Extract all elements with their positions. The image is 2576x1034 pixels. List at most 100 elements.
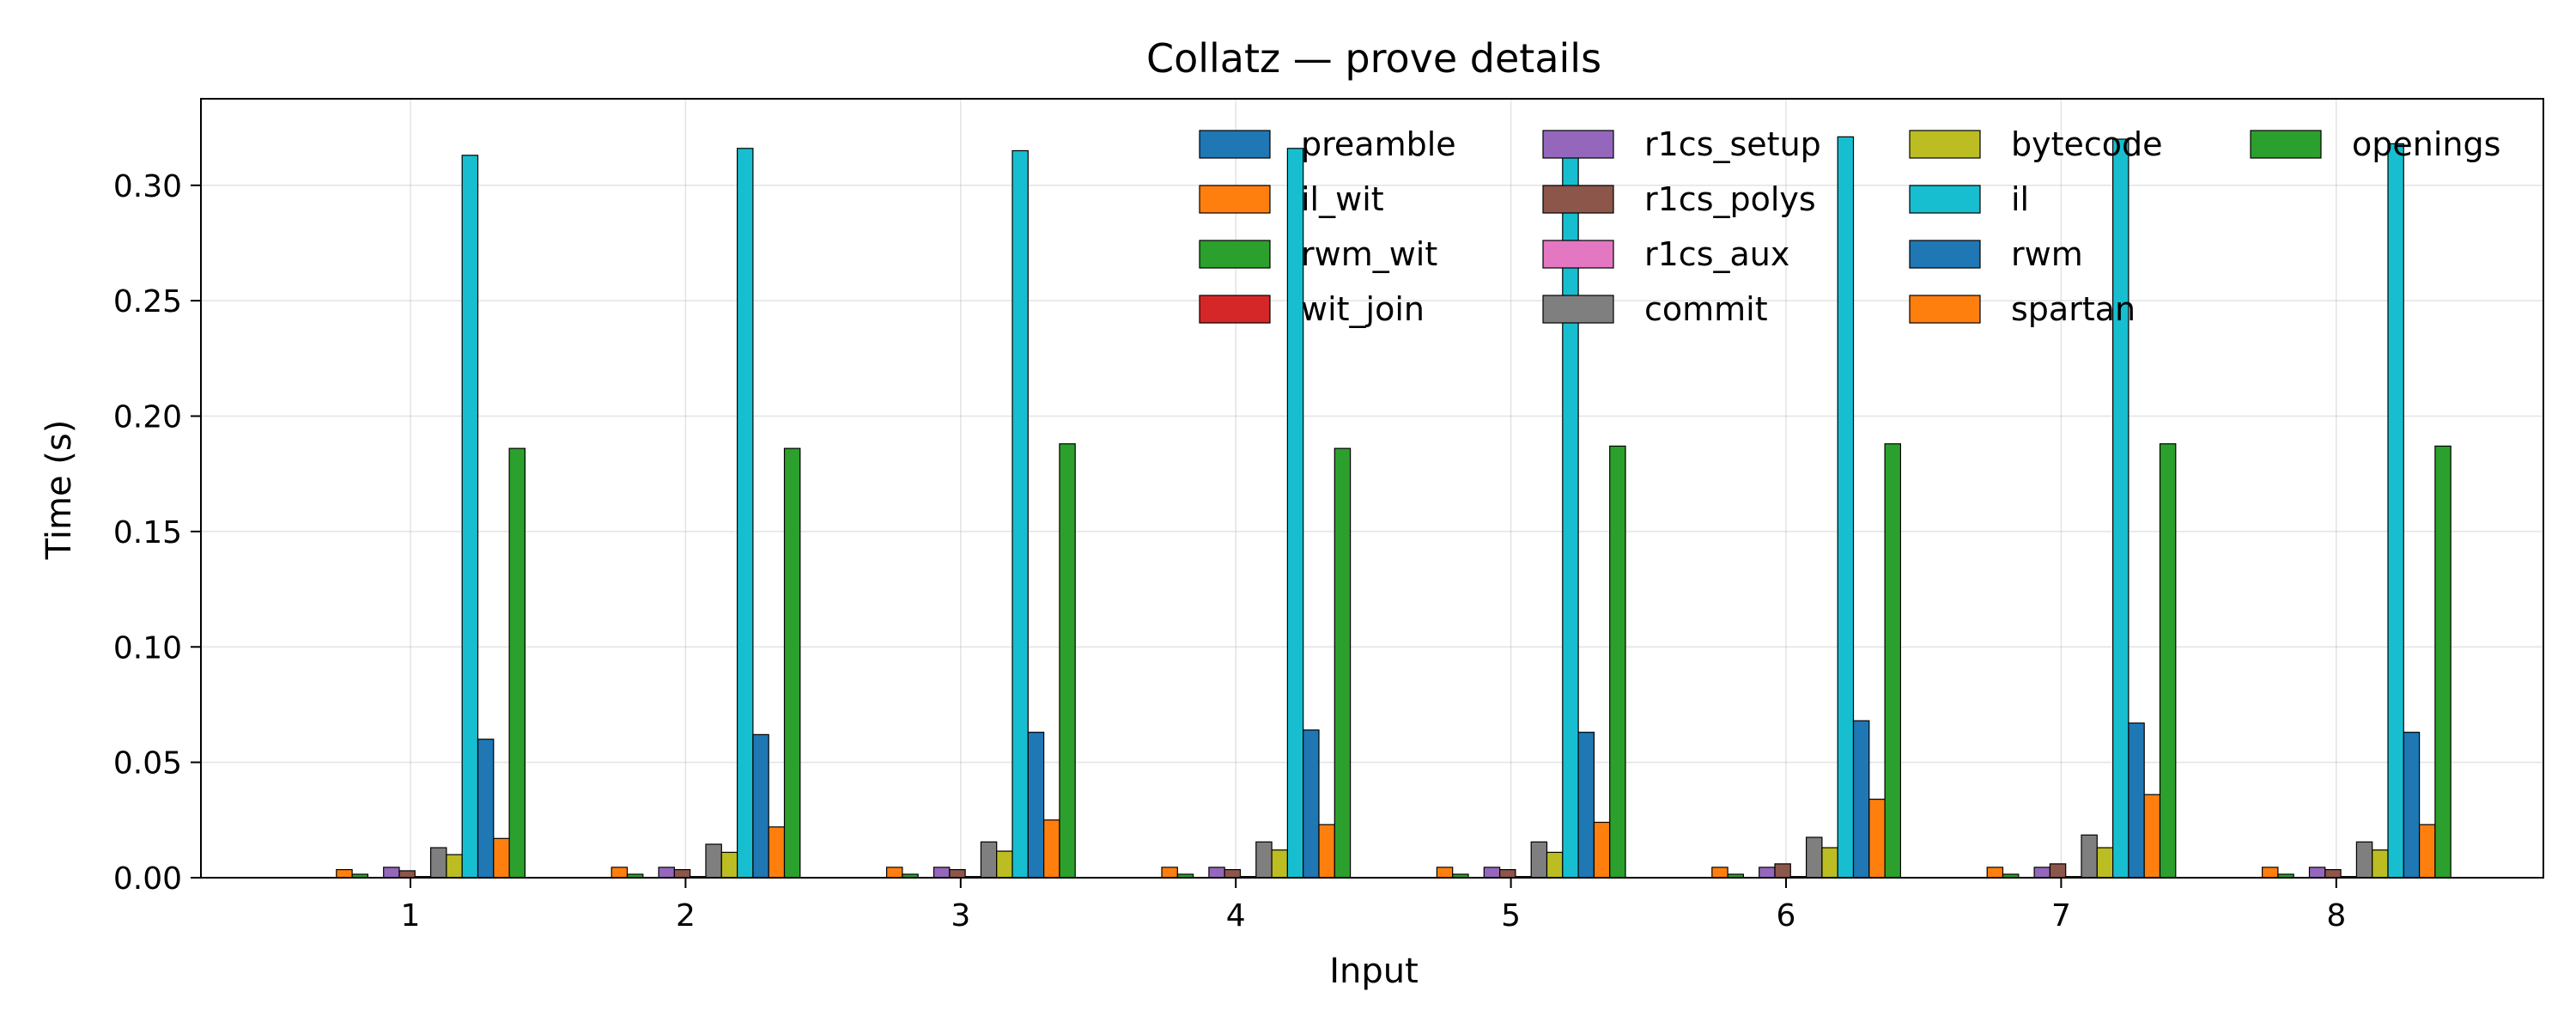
- bar-openings-6: [1884, 443, 1902, 879]
- bar-spartan-1: [493, 837, 510, 879]
- legend-swatch-r1cs_setup: [1542, 130, 1614, 159]
- legend-label-il_wit: il_wit: [1301, 180, 1384, 218]
- bar-rwm-8: [2403, 732, 2421, 879]
- bar-rwm-3: [1027, 732, 1045, 879]
- bar-il_wit-5: [1436, 867, 1454, 879]
- y-tick-label: 0.25: [113, 284, 182, 319]
- x-tick-label: 3: [951, 898, 970, 934]
- bar-bytecode-7: [2096, 847, 2114, 879]
- bar-rwm-4: [1303, 729, 1320, 879]
- legend-swatch-preamble: [1199, 130, 1271, 159]
- x-tick-label: 8: [2326, 898, 2346, 934]
- bar-r1cs_setup-1: [383, 867, 400, 879]
- bar-bytecode-1: [446, 854, 463, 879]
- legend-swatch-il: [1909, 185, 1981, 214]
- bar-bytecode-6: [1821, 847, 1838, 879]
- plot-frame: [200, 98, 2544, 879]
- y-tick-label: 0.10: [113, 630, 182, 666]
- legend-label-rwm_wit: rwm_wit: [1301, 235, 1437, 273]
- bar-r1cs_polys-5: [1498, 868, 1516, 879]
- bar-il-6: [1837, 136, 1855, 879]
- bar-bytecode-8: [2372, 849, 2389, 879]
- bar-rwm-6: [1852, 720, 1870, 879]
- bar-il_wit-1: [336, 868, 353, 879]
- legend: preamble il_wit rwm_wit wit_join r1cs_setupr…: [1199, 125, 2500, 328]
- bar-r1cs_setup-3: [933, 867, 951, 879]
- bar-commit-6: [1806, 836, 1823, 879]
- legend-label-r1cs_aux: r1cs_aux: [1644, 235, 1789, 273]
- x-tick-label: 7: [2051, 898, 2071, 934]
- legend-swatch-r1cs_aux: [1542, 240, 1614, 269]
- bar-rwm-1: [477, 739, 495, 879]
- bar-r1cs_setup-5: [1483, 867, 1501, 879]
- bar-commit-4: [1255, 841, 1273, 879]
- bar-spartan-8: [2419, 824, 2436, 879]
- bar-il_wit-4: [1161, 867, 1178, 879]
- bar-openings-1: [508, 447, 526, 879]
- legend-label-bytecode: bytecode: [2011, 125, 2163, 163]
- bar-commit-3: [980, 841, 998, 879]
- bars: [336, 136, 2451, 879]
- x-tick-label: 5: [1501, 898, 1521, 934]
- bar-il_wit-8: [2262, 867, 2279, 879]
- bar-il-8: [2387, 143, 2404, 879]
- legend-label-rwm: rwm: [2011, 235, 2083, 273]
- x-tick-label: 4: [1226, 898, 1246, 934]
- bar-bytecode-3: [996, 850, 1013, 879]
- bar-r1cs_setup-2: [658, 867, 675, 879]
- bar-il_wit-3: [885, 867, 903, 879]
- bar-commit-1: [430, 847, 447, 879]
- legend-swatch-rwm_wit: [1199, 240, 1271, 269]
- bar-r1cs_polys-2: [673, 868, 691, 879]
- bar-r1cs_setup-4: [1208, 867, 1225, 879]
- x-tick-label: 6: [1777, 898, 1796, 934]
- legend-swatch-commit: [1542, 295, 1614, 324]
- y-axis-label: Time (s): [39, 420, 79, 561]
- bar-r1cs_polys-8: [2324, 868, 2342, 879]
- bar-openings-7: [2159, 443, 2177, 879]
- legend-swatch-rwm: [1909, 240, 1981, 269]
- legend-swatch-bytecode: [1909, 130, 1981, 159]
- bar-openings-3: [1059, 443, 1076, 879]
- bar-bytecode-2: [720, 851, 738, 879]
- bar-r1cs_polys-3: [949, 868, 966, 879]
- bar-il_wit-6: [1711, 867, 1728, 879]
- legend-swatch-spartan: [1909, 295, 1981, 324]
- bar-r1cs_setup-8: [2308, 867, 2326, 879]
- bar-il-3: [1012, 149, 1029, 879]
- y-axis: 0.00 0.05 0.10 0.15 0.20 0.25 0.30: [113, 169, 201, 897]
- bar-openings-2: [783, 447, 801, 879]
- x-tick-label: 1: [401, 898, 421, 934]
- bar-spartan-7: [2143, 794, 2161, 879]
- bar-spartan-2: [768, 826, 786, 879]
- bar-bytecode-4: [1271, 849, 1288, 879]
- bar-spartan-5: [1593, 821, 1611, 879]
- bar-spartan-3: [1042, 819, 1060, 879]
- bar-r1cs_polys-4: [1224, 868, 1242, 879]
- bar-commit-5: [1530, 841, 1548, 879]
- x-axis: 1 2 3 4 5 6 7 8: [401, 878, 2346, 934]
- bar-commit-2: [705, 843, 722, 879]
- legend-label-wit_join: wit_join: [1301, 290, 1425, 328]
- legend-label-r1cs_polys: r1cs_polys: [1644, 180, 1816, 218]
- bar-openings-4: [1334, 447, 1352, 879]
- x-tick-label: 2: [676, 898, 696, 934]
- bar-spartan-6: [1868, 799, 1886, 879]
- bar-r1cs_polys-1: [398, 870, 416, 879]
- bar-il-7: [2112, 138, 2129, 879]
- legend-label-spartan: spartan: [2011, 290, 2136, 328]
- legend-swatch-wit_join: [1199, 295, 1271, 324]
- bar-openings-8: [2434, 445, 2451, 879]
- bar-il_wit-2: [611, 867, 629, 879]
- bar-bytecode-5: [1546, 851, 1564, 879]
- bar-rwm-7: [2128, 722, 2145, 879]
- y-tick-label: 0.30: [113, 169, 182, 204]
- legend-label-r1cs_setup: r1cs_setup: [1644, 125, 1821, 163]
- legend-label-commit: commit: [1644, 290, 1768, 328]
- bar-commit-7: [2081, 834, 2098, 879]
- y-tick-label: 0.15: [113, 515, 182, 550]
- bar-r1cs_setup-7: [2033, 867, 2051, 879]
- bar-il-2: [736, 148, 754, 879]
